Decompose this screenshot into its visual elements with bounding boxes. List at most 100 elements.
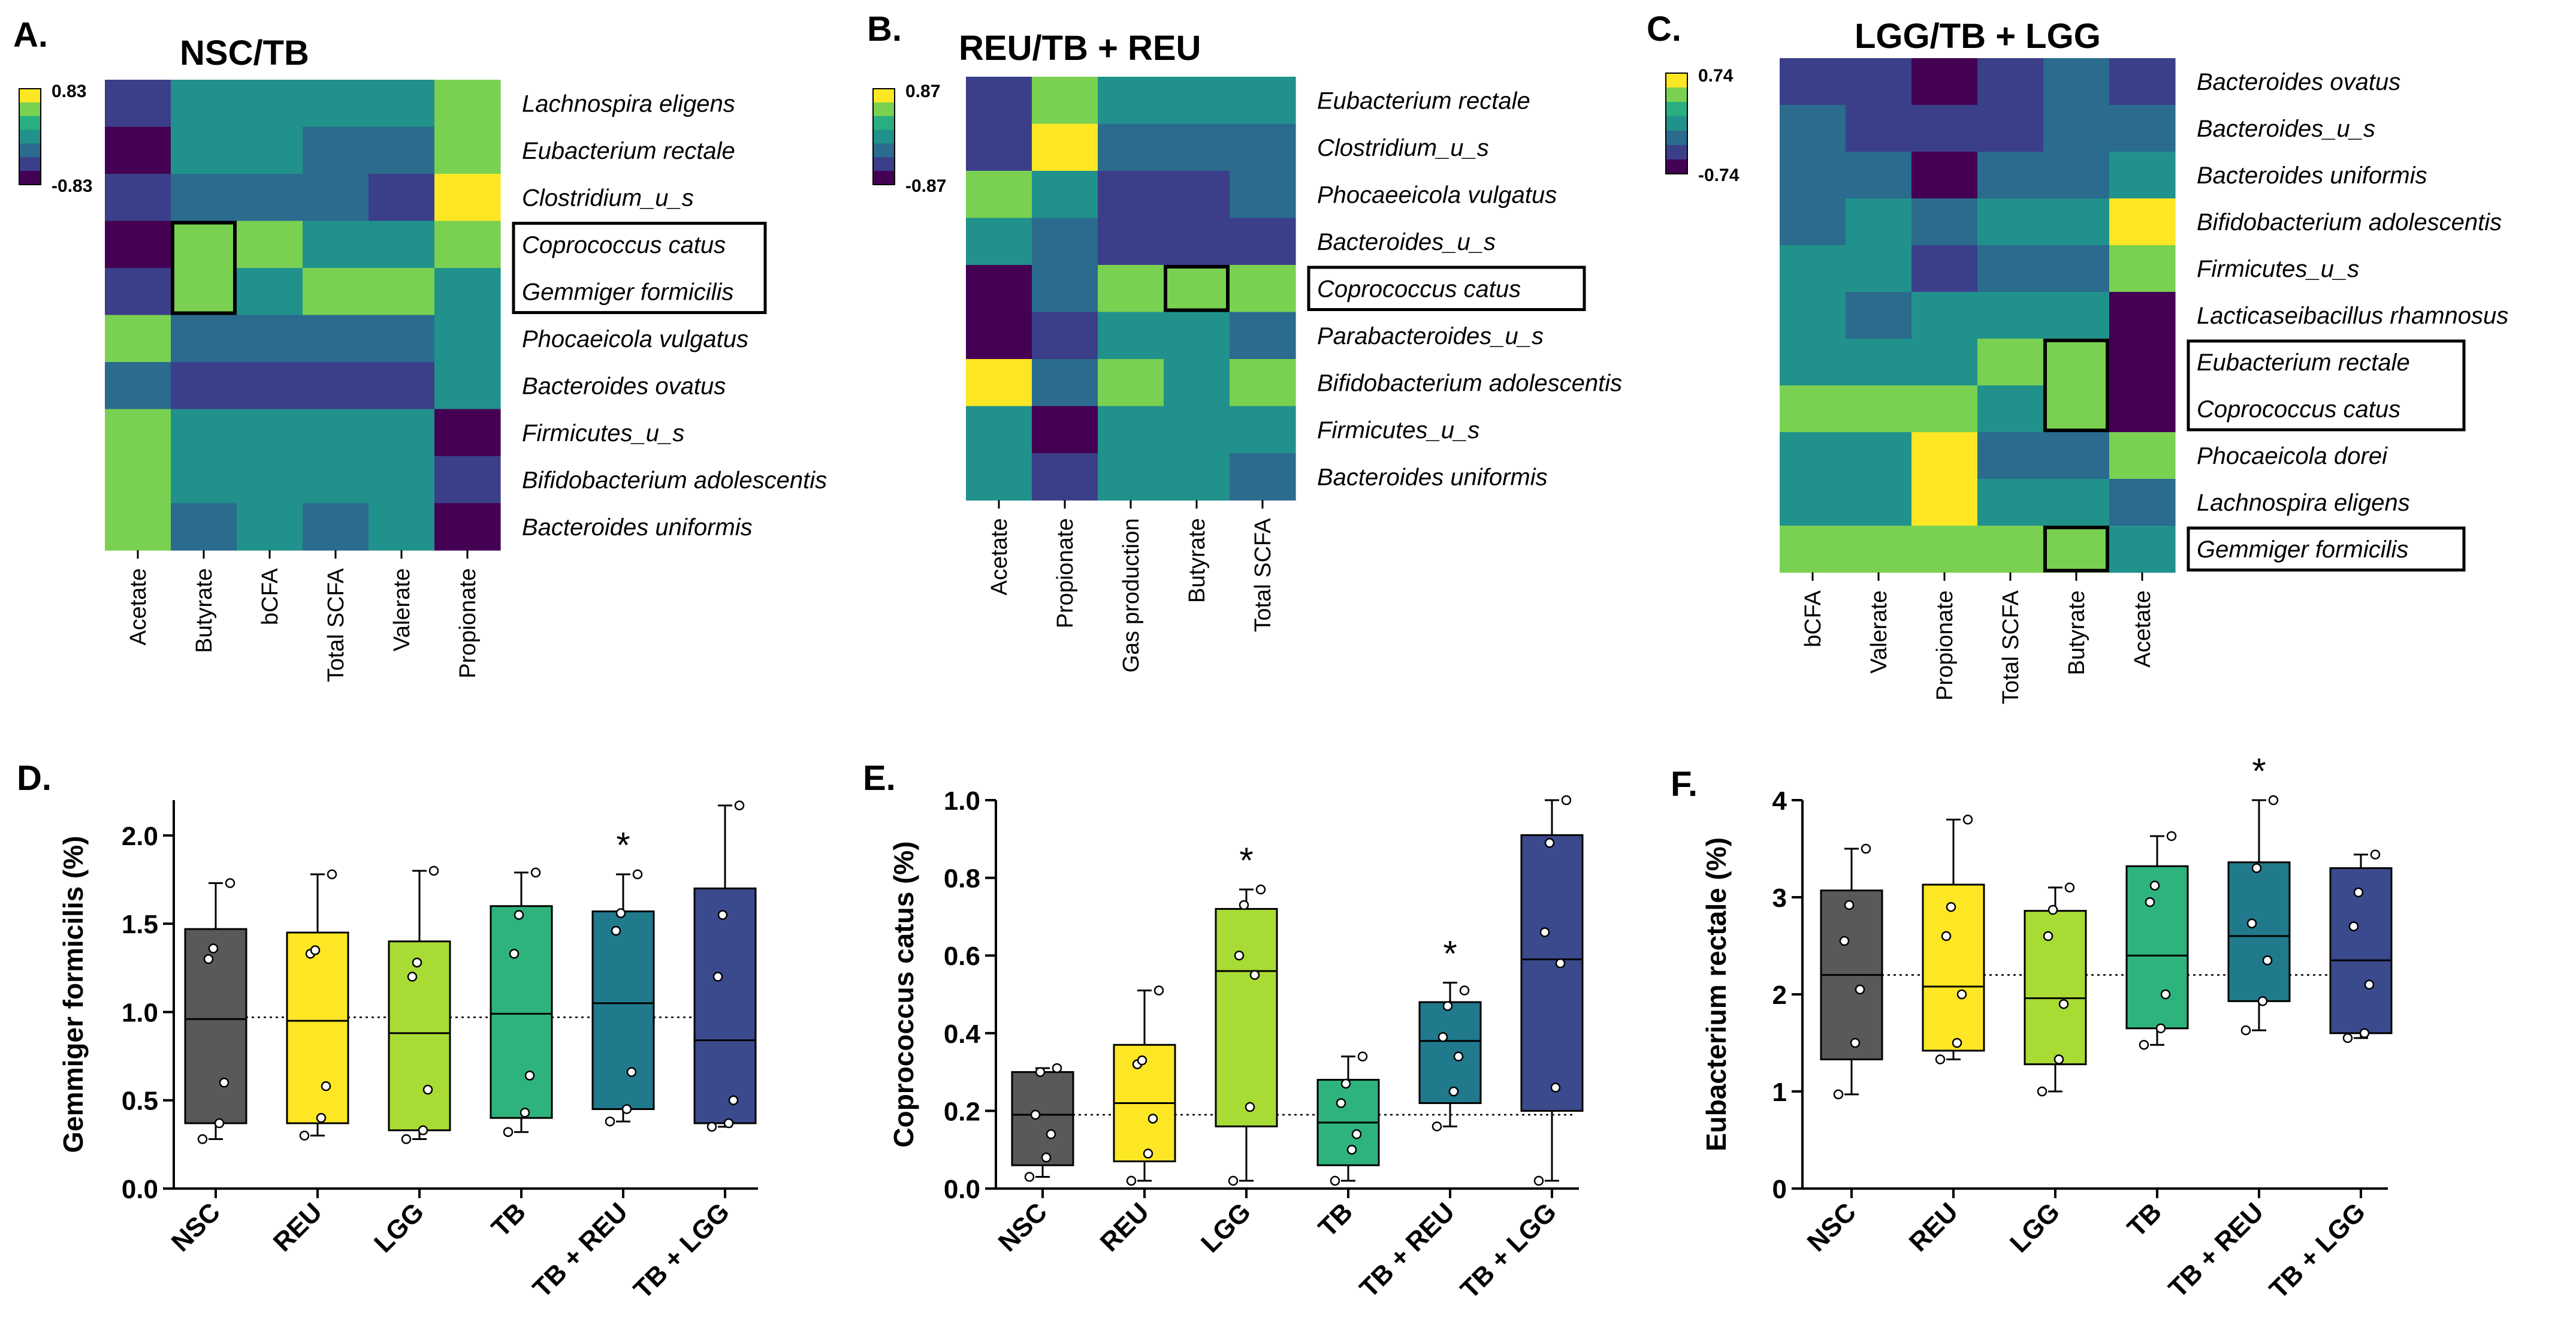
- row-label: Firmicutes_u_s: [522, 420, 684, 447]
- y-tick-label: 0: [1772, 1175, 1787, 1204]
- heatmap-panel-B: B. REU/TB + REU 0.87 -0.87 Eubacterium recta…: [867, 10, 1622, 672]
- colorbar-frame: [872, 88, 895, 185]
- data-point: [530, 867, 541, 878]
- x-tick-label: TB + REU: [527, 1197, 633, 1303]
- row-label: Phocaeeicola vulgatus: [1317, 182, 1557, 208]
- data-point: [1153, 985, 1164, 996]
- data-point: [1442, 1001, 1453, 1011]
- heatmap-cell: [2109, 105, 2176, 152]
- heatmap-cell: [105, 315, 171, 363]
- significance-marker: *: [1443, 934, 1457, 974]
- heatmap-cell: [1164, 312, 1230, 360]
- data-point: [1448, 1086, 1459, 1097]
- box-reu: [286, 931, 349, 1124]
- row-label: Eubacterium rectale: [522, 138, 735, 164]
- data-point: [1946, 901, 1956, 912]
- box-nsc: [184, 928, 247, 1124]
- data-point: [2370, 849, 2381, 859]
- heatmap-cell: [434, 221, 501, 269]
- data-point: [2251, 863, 2262, 873]
- data-point: [1340, 1078, 1351, 1089]
- colorbar-segment: [1666, 159, 1687, 174]
- heatmap-cell: [1098, 77, 1164, 125]
- heatmap-cell: [1230, 453, 1296, 501]
- heatmap-cell: [105, 362, 171, 410]
- heatmap-cell: [1977, 58, 2044, 105]
- heatmap-cell: [966, 406, 1032, 454]
- data-point: [1855, 984, 1865, 995]
- heatmap-cell: [1164, 406, 1230, 454]
- data-point: [712, 972, 723, 982]
- heatmap-cell: [237, 409, 303, 457]
- y-tick-label: 4: [1772, 786, 1787, 816]
- heatmap-cell: [105, 126, 171, 174]
- heatmap-cell: [369, 174, 435, 222]
- heatmap-cell: [2109, 292, 2176, 339]
- y-tick-label: 0.0: [944, 1175, 980, 1204]
- colorbar-segment: [19, 116, 41, 131]
- data-point: [2053, 1054, 2064, 1064]
- heatmap-cell: [1780, 245, 1846, 292]
- heatmap-cell: [1846, 198, 1912, 246]
- data-point: [1041, 1152, 1052, 1163]
- heatmap-cell: [237, 315, 303, 363]
- data-point: [412, 957, 422, 968]
- data-point: [197, 1134, 208, 1144]
- heatmap-cell: [105, 268, 171, 316]
- heatmap-cell: [1846, 292, 1912, 339]
- heatmap-cell: [1230, 171, 1296, 219]
- heatmap-cell: [2109, 526, 2176, 573]
- colorbar-segment: [19, 102, 41, 117]
- data-point: [1861, 843, 1871, 854]
- box-tb: [490, 905, 553, 1119]
- box-lgg: [2024, 910, 2087, 1066]
- x-tick-label: NSC: [1802, 1197, 1862, 1257]
- heatmap-cell: [1977, 292, 2044, 339]
- heatmap-cell: [1230, 77, 1296, 125]
- column-label: Valerate: [389, 568, 415, 652]
- heatmap-cell: [1846, 245, 1912, 292]
- heatmap-cell: [966, 453, 1032, 501]
- heatmap-cell: [2109, 339, 2176, 386]
- heatmap-cell: [434, 456, 501, 504]
- data-point: [1357, 1051, 1368, 1061]
- column-label: Propionate: [455, 568, 481, 678]
- heatmap-cell: [2109, 245, 2176, 292]
- box-tb: [2125, 865, 2189, 1030]
- data-point: [520, 1108, 530, 1118]
- data-point: [2240, 1025, 2251, 1036]
- box-nsc: [1011, 1071, 1074, 1166]
- x-tick-label: NSC: [166, 1197, 226, 1257]
- colorbar-min-label: -0.83: [52, 176, 92, 196]
- heatmap-cell: [1098, 171, 1164, 219]
- heatmap-cell: [1164, 265, 1230, 313]
- heatmap-cell: [966, 123, 1032, 171]
- heatmap-cell: [303, 80, 369, 128]
- column-label: Valerate: [1867, 590, 1892, 674]
- data-point: [1533, 1175, 1544, 1186]
- box-tb-reu: [1418, 1001, 1482, 1104]
- x-tick-label: TB + REU: [2163, 1197, 2269, 1303]
- heatmap-cell: [1911, 526, 1978, 573]
- box-lgg: [388, 940, 451, 1132]
- y-axis-label: Coprococcus catus (%): [888, 841, 919, 1147]
- data-point: [1143, 1148, 1153, 1159]
- data-point: [514, 910, 524, 920]
- data-point: [2348, 921, 2359, 931]
- data-point: [1453, 1051, 1464, 1061]
- data-point: [734, 800, 745, 811]
- data-point: [1850, 1038, 1861, 1048]
- heatmap-cell: [1780, 152, 1846, 199]
- data-point: [2262, 955, 2273, 966]
- colorbar-frame: [1665, 73, 1688, 174]
- x-tick-label: TB + LGG: [628, 1197, 735, 1304]
- heatmap-cell: [2043, 292, 2110, 339]
- data-point: [214, 1118, 225, 1129]
- heatmap-cell: [1098, 218, 1164, 266]
- panel-label: A.: [13, 16, 48, 55]
- heatmap-cell: [1098, 265, 1164, 313]
- heatmap-cell: [171, 456, 237, 504]
- heatmap-cell: [369, 456, 435, 504]
- panel-label: C.: [1647, 10, 1681, 49]
